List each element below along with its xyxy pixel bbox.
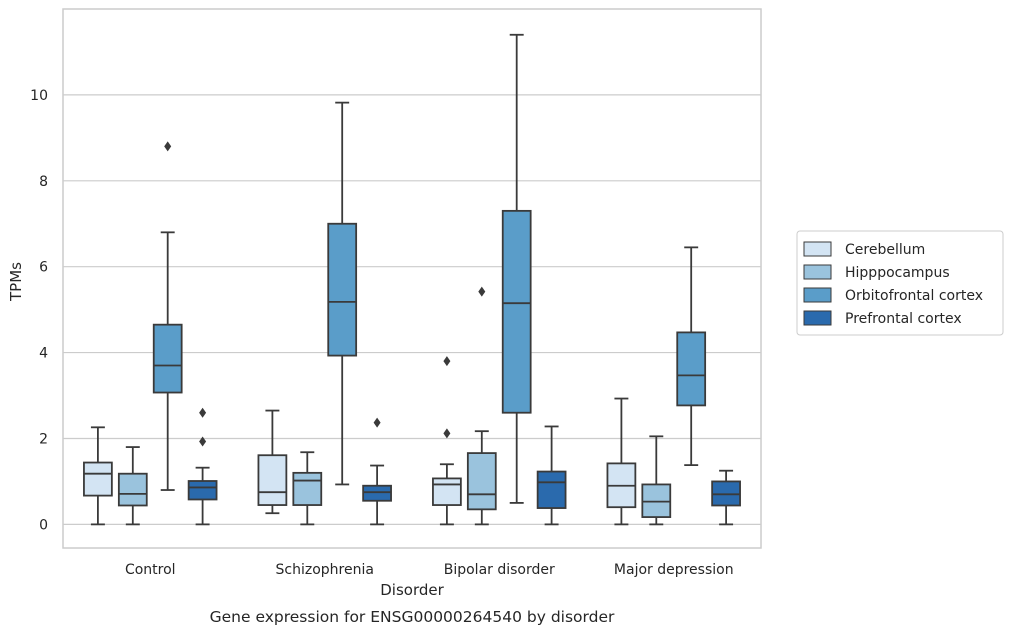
y-axis-label: TPMs xyxy=(7,262,25,302)
box-4-1 xyxy=(606,397,637,526)
box-4-2 xyxy=(641,435,672,526)
box-3-1 xyxy=(432,356,462,526)
outlier-point xyxy=(199,407,207,418)
x-category-label: Bipolar disorder xyxy=(444,562,555,578)
y-tick-label: 8 xyxy=(39,174,48,190)
x-category-labels: Control Schizophrenia Bipolar disorder Majo… xyxy=(125,562,734,578)
legend-label: Prefrontal cortex xyxy=(845,311,962,327)
box-iqr xyxy=(83,461,113,497)
legend-swatch xyxy=(803,310,832,326)
legend-swatch xyxy=(803,264,832,280)
y-tick-label: 10 xyxy=(30,88,48,104)
box-1-1 xyxy=(83,426,113,526)
box-iqr xyxy=(676,331,707,407)
box-2-1 xyxy=(257,409,288,515)
outlier-point xyxy=(164,141,172,152)
box-iqr xyxy=(327,222,358,357)
box-2-4 xyxy=(362,417,392,526)
box-iqr xyxy=(432,477,462,506)
box-iqr xyxy=(501,209,532,414)
chart-caption: Gene expression for ENSG00000264540 by d… xyxy=(210,608,615,626)
y-tick-labels: 0 2 4 6 8 10 xyxy=(30,88,48,533)
outlier-point xyxy=(443,356,451,367)
legend: Cerebellum Hipppocampus Orbitofrontal cort… xyxy=(796,230,1004,336)
x-axis-label: Disorder xyxy=(380,581,444,599)
y-tick-label: 4 xyxy=(39,346,48,362)
legend-swatch xyxy=(803,287,832,303)
legend-frame xyxy=(796,230,1004,336)
x-category-label: Schizophrenia xyxy=(276,562,374,578)
box-iqr xyxy=(187,480,218,501)
box-2-3 xyxy=(327,101,358,486)
legend-label: Orbitofrontal cortex xyxy=(845,288,983,304)
legend-swatch xyxy=(803,241,832,257)
box-3-4 xyxy=(536,425,567,526)
box-1-4 xyxy=(187,407,218,526)
box-iqr xyxy=(117,472,148,507)
box-3-3 xyxy=(501,33,532,504)
box-iqr xyxy=(362,484,392,502)
y-tick-label: 6 xyxy=(39,260,48,276)
x-category-label: Control xyxy=(125,562,176,578)
box-iqr xyxy=(536,470,567,509)
outlier-point xyxy=(478,286,486,297)
outlier-point xyxy=(443,428,451,439)
box-1-2 xyxy=(117,446,148,526)
plot-area xyxy=(62,8,762,549)
outlier-point xyxy=(199,436,207,447)
y-tick-label: 0 xyxy=(39,517,48,533)
legend-label: Cerebellum xyxy=(845,242,925,258)
box-3-2 xyxy=(466,286,497,526)
x-category-label: Major depression xyxy=(614,562,734,578)
box-iqr xyxy=(257,454,288,506)
box-series xyxy=(83,33,741,526)
box-iqr xyxy=(152,323,183,394)
box-1-3 xyxy=(152,141,183,491)
outlier-point xyxy=(373,417,381,428)
box-2-2 xyxy=(292,451,323,526)
box-iqr xyxy=(466,452,497,511)
box-4-4 xyxy=(711,469,741,526)
box-4-3 xyxy=(676,246,707,467)
legend-label: Hipppocampus xyxy=(845,265,950,281)
y-tick-label: 2 xyxy=(39,431,48,447)
box-iqr xyxy=(292,471,323,506)
